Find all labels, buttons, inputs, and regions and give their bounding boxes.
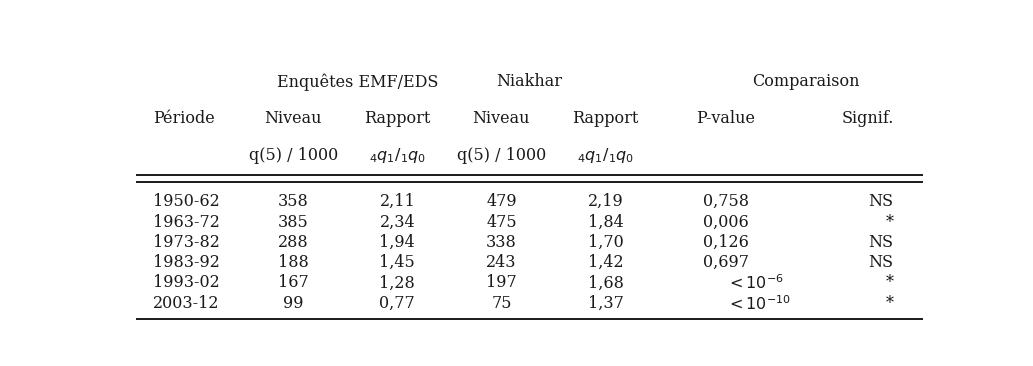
Text: 2,19: 2,19: [588, 193, 623, 210]
Text: 1,37: 1,37: [588, 295, 623, 312]
Text: $< 10^{-6}$: $< 10^{-6}$: [725, 273, 783, 292]
Text: $_4q_1{/}_1q_0$: $_4q_1{/}_1q_0$: [369, 146, 426, 165]
Text: 1,42: 1,42: [588, 254, 623, 271]
Text: 1963-72: 1963-72: [153, 213, 220, 231]
Text: NS: NS: [869, 254, 894, 271]
Text: 99: 99: [283, 295, 304, 312]
Text: $< 10^{-10}$: $< 10^{-10}$: [725, 294, 790, 313]
Text: q(5) / 1000: q(5) / 1000: [249, 147, 338, 164]
Text: *: *: [885, 213, 894, 231]
Text: 0,77: 0,77: [379, 295, 415, 312]
Text: Niakhar: Niakhar: [497, 74, 562, 90]
Text: 1973-82: 1973-82: [153, 234, 220, 251]
Text: 75: 75: [491, 295, 511, 312]
Text: 338: 338: [486, 234, 516, 251]
Text: 0,126: 0,126: [702, 234, 749, 251]
Text: 1,84: 1,84: [588, 213, 623, 231]
Text: 0,006: 0,006: [702, 213, 749, 231]
Text: Niveau: Niveau: [473, 110, 530, 127]
Text: 1,28: 1,28: [379, 274, 415, 291]
Text: q(5) / 1000: q(5) / 1000: [457, 147, 546, 164]
Text: NS: NS: [869, 193, 894, 210]
Text: 2,11: 2,11: [379, 193, 415, 210]
Text: 288: 288: [278, 234, 309, 251]
Text: 358: 358: [278, 193, 309, 210]
Text: 188: 188: [278, 254, 309, 271]
Text: 385: 385: [278, 213, 309, 231]
Text: 0,758: 0,758: [702, 193, 749, 210]
Text: 197: 197: [486, 274, 516, 291]
Text: 167: 167: [278, 274, 309, 291]
Text: $_4q_1{/}_1q_0$: $_4q_1{/}_1q_0$: [577, 146, 634, 165]
Text: Niveau: Niveau: [264, 110, 322, 127]
Text: Comparaison: Comparaison: [752, 74, 859, 90]
Text: 1993-02: 1993-02: [153, 274, 220, 291]
Text: 1,94: 1,94: [379, 234, 415, 251]
Text: *: *: [885, 295, 894, 312]
Text: Rapport: Rapport: [364, 110, 431, 127]
Text: Rapport: Rapport: [572, 110, 638, 127]
Text: 1,70: 1,70: [588, 234, 623, 251]
Text: Période: Période: [153, 110, 215, 127]
Text: Signif.: Signif.: [841, 110, 894, 127]
Text: 479: 479: [487, 193, 516, 210]
Text: 1,45: 1,45: [379, 254, 415, 271]
Text: 2003-12: 2003-12: [153, 295, 220, 312]
Text: *: *: [885, 274, 894, 291]
Text: 1950-62: 1950-62: [153, 193, 220, 210]
Text: 1,68: 1,68: [588, 274, 623, 291]
Text: 243: 243: [487, 254, 516, 271]
Text: 0,697: 0,697: [702, 254, 749, 271]
Text: P-value: P-value: [696, 110, 755, 127]
Text: NS: NS: [869, 234, 894, 251]
Text: Enquêtes EMF/EDS: Enquêtes EMF/EDS: [277, 73, 438, 91]
Text: 475: 475: [487, 213, 516, 231]
Text: 1983-92: 1983-92: [153, 254, 220, 271]
Text: 2,34: 2,34: [379, 213, 415, 231]
